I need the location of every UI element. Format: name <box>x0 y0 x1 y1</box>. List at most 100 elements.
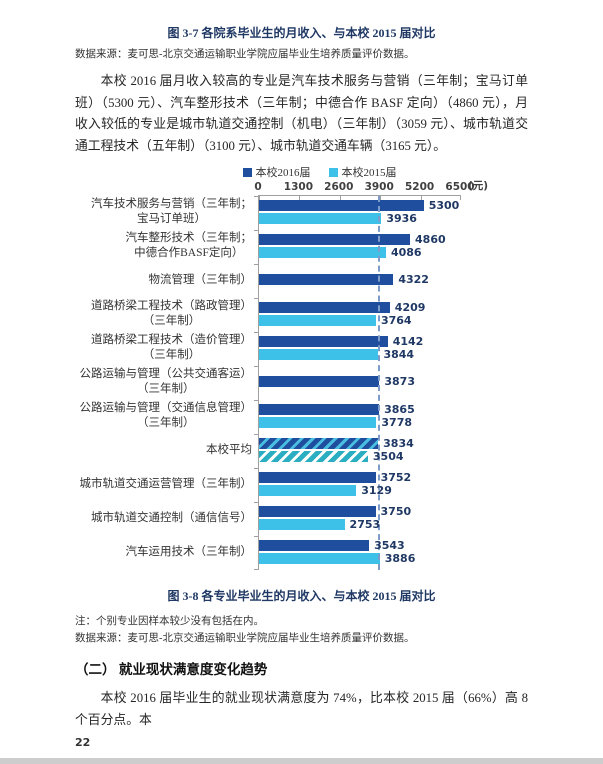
value-label-2015: 3844 <box>383 348 415 361</box>
chart-row: 汽车技术服务与营销（三年制； 宝马订单班） 5300 3936 <box>75 195 528 229</box>
value-label-2015: 3129 <box>361 484 392 497</box>
value-label-2016: 3752 <box>380 471 412 484</box>
category-bars: 3750 2753 <box>258 501 528 535</box>
chart-body: 汽车技术服务与营销（三年制； 宝马订单班） 5300 3936 汽车整形技术（三年制；中… <box>75 195 528 570</box>
x-tick-label: 6500 <box>445 181 475 193</box>
category-label-text: 汽车整形技术（三年制； 中德合作BASF定向） <box>125 232 253 259</box>
page-bottom-edge <box>0 758 603 764</box>
chart-note: 注：个别专业因样本较少没有包括在内。 <box>75 616 264 627</box>
category-label: 公路运输与管理（公共交通客运） （三年制） <box>75 367 258 397</box>
datasource-bottom: 数据来源：麦可思-北京交通运输职业学院应届毕业生培养质量评价数据。 <box>75 633 415 644</box>
x-axis: 0 1300 2600 3900 5200 6500 (元) <box>254 179 488 195</box>
value-label-2016: 3873 <box>384 375 415 388</box>
value-label-2015: 3886 <box>384 552 416 565</box>
category-label-text: 公路运输与管理（交通信息管理） （三年制） <box>79 402 253 429</box>
value-label-2015: 3764 <box>380 314 412 327</box>
section-heading: （二） 就业现状满意度变化趋势 <box>75 662 268 677</box>
category-label: 物流管理（三年制） <box>75 273 258 288</box>
value-label-2016: 3834 <box>383 437 414 450</box>
category-bars: 4209 3764 <box>258 297 528 331</box>
category-label-text: 城市轨道交通控制（通信信号） <box>91 511 252 524</box>
chart-row: 物流管理（三年制） 4322 <box>75 263 528 297</box>
category-bars: 3752 3129 <box>258 467 528 501</box>
chart-row: 城市轨道交通运营管理（三年制） 3752 3129 <box>75 467 528 501</box>
chart-row: 道路桥梁工程技术（路政管理） （三年制） 4209 3764 <box>75 297 528 331</box>
bar-2016 <box>259 540 370 551</box>
bar-2016 <box>259 438 379 449</box>
category-bars: 5300 3936 <box>258 195 528 229</box>
value-label-2016: 4209 <box>394 301 426 314</box>
value-label-2016: 4142 <box>392 335 424 348</box>
bar-2016 <box>259 274 394 285</box>
category-label-text: 道路桥梁工程技术（路政管理） （三年制） <box>91 300 252 327</box>
x-tick-label: 3900 <box>364 181 394 193</box>
bar-2015 <box>259 485 357 496</box>
value-label-2015: 4086 <box>390 246 422 259</box>
bar-2015 <box>259 247 386 258</box>
chart-legend: 本校2016届 本校2015届 <box>93 165 546 179</box>
value-label-2015: 2753 <box>349 518 381 531</box>
x-tick-label: 2600 <box>324 181 354 193</box>
value-label-2016: 4860 <box>415 233 446 246</box>
x-tick-label: 0 <box>254 181 262 193</box>
category-bars: 4322 <box>258 263 528 297</box>
x-axis-unit-label: (元) <box>468 180 489 192</box>
legend-swatch-icon <box>328 167 338 177</box>
category-bars: 4860 4086 <box>258 229 528 263</box>
category-bars: 4142 3844 <box>258 331 528 365</box>
bar-2016 <box>259 472 376 483</box>
category-label: 公路运输与管理（交通信息管理） （三年制） <box>75 401 258 431</box>
bar-2016 <box>259 302 390 313</box>
category-bars: 3543 3886 <box>258 535 528 569</box>
bar-2016 <box>259 376 380 387</box>
value-label-2015: 3504 <box>372 450 404 463</box>
bar-2016 <box>259 506 376 517</box>
bar-2016 <box>259 336 388 347</box>
value-label-2016: 3865 <box>384 403 415 416</box>
category-label: 道路桥梁工程技术（造价管理） （三年制） <box>75 333 258 363</box>
chart-row: 汽车运用技术（三年制） 3543 3886 <box>75 535 528 569</box>
category-label-text: 道路桥梁工程技术（造价管理） （三年制） <box>91 334 252 361</box>
value-label-2016: 5300 <box>428 199 460 212</box>
category-label: 汽车运用技术（三年制） <box>75 545 258 560</box>
chart-row: 公路运输与管理（公共交通客运） （三年制） 3873 <box>75 365 528 399</box>
category-bars: 3865 3778 <box>258 399 528 433</box>
category-label: 城市轨道交通运营管理（三年制） <box>75 477 258 492</box>
chart-row: 汽车整形技术（三年制； 中德合作BASF定向） 4860 4086 <box>75 229 528 263</box>
value-label-2015: 3778 <box>381 416 413 429</box>
bar-2015 <box>259 417 377 428</box>
category-bars: 3873 <box>258 365 528 399</box>
bar-2015 <box>259 553 380 564</box>
bar-2016 <box>259 404 380 415</box>
category-label-text: 物流管理（三年制） <box>148 273 253 286</box>
chart-row: 公路运输与管理（交通信息管理） （三年制） 3865 3778 <box>75 399 528 433</box>
figure-3-8-caption: 图 3-8 各专业毕业生的月收入、与本校 2015 届对比 <box>167 589 436 603</box>
category-label: 汽车技术服务与营销（三年制； 宝马订单班） <box>75 197 258 227</box>
bar-2015 <box>259 213 382 224</box>
category-label-text: 公路运输与管理（公共交通客运） （三年制） <box>79 368 253 395</box>
value-label-2016: 4322 <box>398 273 429 286</box>
datasource-top: 数据来源：麦可思-北京交通运输职业学院应届毕业生培养质量评价数据。 <box>75 49 415 60</box>
value-label-2016: 3750 <box>380 505 412 518</box>
category-label-text: 城市轨道交通运营管理（三年制） <box>79 477 253 490</box>
category-label-text: 汽车运用技术（三年制） <box>125 545 253 558</box>
bar-2015 <box>259 451 368 462</box>
bar-2016 <box>259 200 424 211</box>
legend-item-label: 本校2016届 <box>255 167 311 179</box>
chart-rows: 汽车技术服务与营销（三年制； 宝马订单班） 5300 3936 汽车整形技术（三年制；中… <box>75 195 528 569</box>
category-bars: 3834 3504 <box>258 433 528 467</box>
bar-2016 <box>259 234 411 245</box>
value-label-2015: 3936 <box>386 212 417 225</box>
category-label: 本校平均 <box>75 443 258 458</box>
figure-3-7-caption: 图 3-7 各院系毕业生的月收入、与本校 2015 届对比 <box>167 26 436 40</box>
value-label-2016: 3543 <box>374 539 405 552</box>
paragraph-satisfaction: 本校 2016 届毕业生的就业现状满意度为 74%，比本校 2015 届（66%… <box>75 691 528 727</box>
chart-row: 城市轨道交通控制（通信信号） 3750 2753 <box>75 501 528 535</box>
bar-2015 <box>259 349 379 360</box>
bar-chart-figure-3-8: 本校2016届 本校2015届 0 1300 2600 3900 5200 6500 (元) … <box>75 165 528 570</box>
legend-swatch-icon <box>242 167 252 177</box>
category-label-text: 汽车技术服务与营销（三年制； 宝马订单班） <box>91 198 252 225</box>
page-number: 22 <box>75 736 91 749</box>
bar-2015 <box>259 315 376 326</box>
